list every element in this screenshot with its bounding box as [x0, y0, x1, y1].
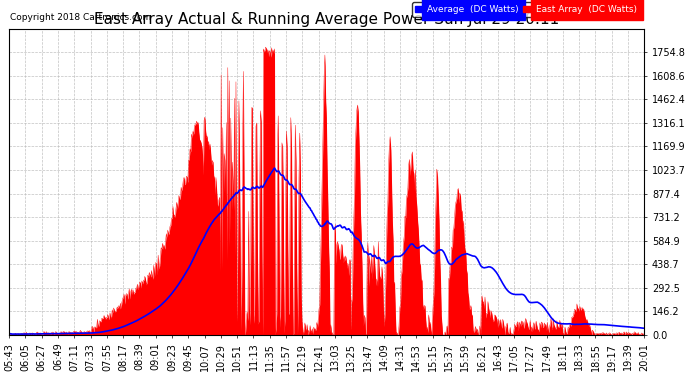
Text: Copyright 2018 Cartronics.com: Copyright 2018 Cartronics.com	[10, 13, 152, 22]
Title: East Array Actual & Running Average Power Sun Jul 29 20:11: East Array Actual & Running Average Powe…	[94, 12, 560, 27]
Legend: Average  (DC Watts), East Array  (DC Watts): Average (DC Watts), East Array (DC Watts…	[412, 2, 640, 17]
